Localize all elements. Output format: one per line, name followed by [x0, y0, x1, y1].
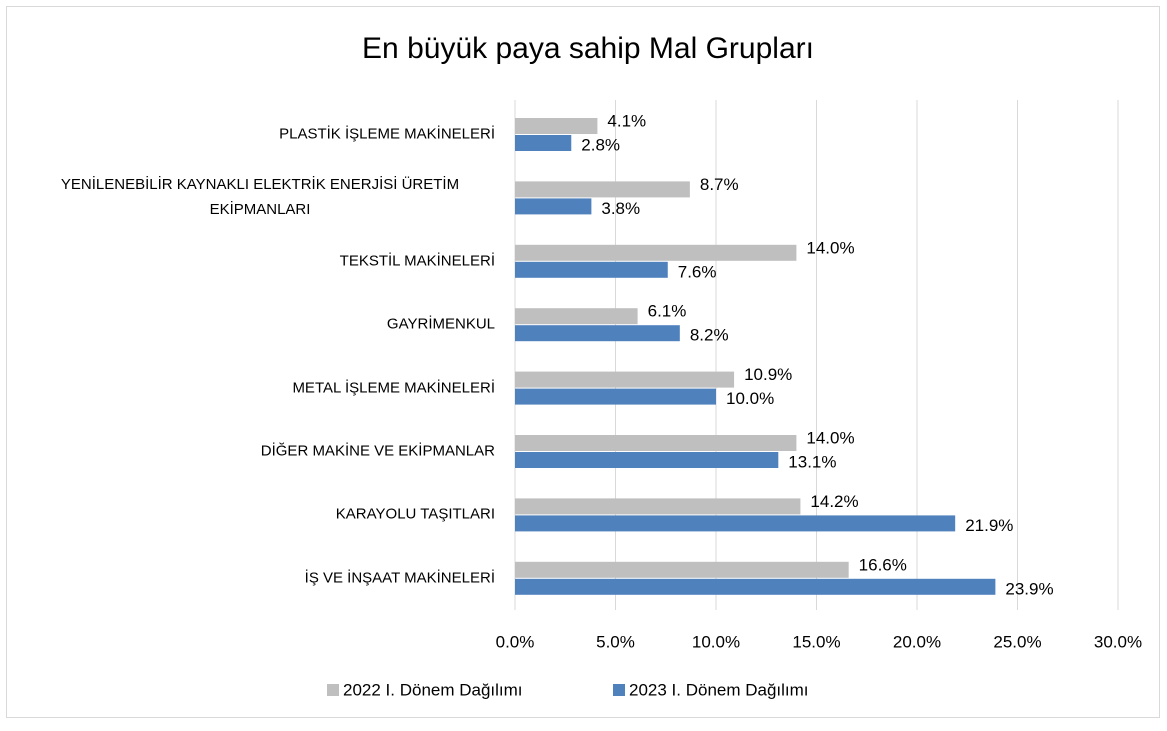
category-label: KARAYOLU TAŞITLARI — [335, 505, 495, 523]
legend-swatch — [327, 684, 339, 696]
legend-label: 2023 I. Dönem Dağılımı — [629, 680, 809, 699]
value-label: 13.1% — [788, 452, 836, 471]
bar — [515, 515, 956, 532]
bar — [515, 135, 572, 151]
value-label: 2.8% — [581, 135, 620, 154]
x-tick-label: 5.0% — [596, 632, 635, 651]
category-label: YENİLENEBİLİR KAYNAKLI ELEKTRİK ENERJİSİ… — [60, 176, 460, 219]
bar — [515, 578, 996, 595]
bar — [515, 181, 690, 198]
x-tick-label: 20.0% — [893, 632, 941, 651]
x-tick-label: 30.0% — [1094, 632, 1142, 651]
category-label: TEKSTİL MAKİNELERİ — [339, 252, 495, 270]
category-label: DİĞER MAKİNE VE EKİPMANLAR — [260, 442, 495, 460]
category-label: METAL İŞLEME MAKİNELERİ — [292, 379, 495, 397]
category-label: GAYRİMENKUL — [386, 315, 495, 333]
bar — [515, 118, 598, 134]
value-label: 23.9% — [1005, 579, 1053, 598]
x-tick-label: 10.0% — [692, 632, 740, 651]
bar — [515, 435, 797, 451]
value-label: 14.0% — [806, 238, 854, 257]
bar — [515, 452, 779, 468]
value-label: 3.8% — [601, 199, 640, 218]
bar — [515, 308, 638, 325]
value-label: 6.1% — [648, 302, 687, 321]
bar — [515, 261, 668, 278]
bar — [515, 325, 680, 342]
value-label: 8.7% — [700, 175, 739, 194]
value-label: 10.9% — [744, 365, 792, 384]
value-label: 16.6% — [859, 555, 907, 574]
legend-label: 2022 I. Dönem Dağılımı — [343, 680, 523, 699]
value-label: 4.1% — [607, 111, 646, 130]
value-label: 10.0% — [726, 389, 774, 408]
value-label: 8.2% — [690, 326, 729, 345]
value-label: 21.9% — [965, 516, 1013, 535]
bar — [515, 498, 801, 515]
bar — [515, 371, 735, 388]
x-tick-label: 25.0% — [993, 632, 1041, 651]
x-tick-label: 0.0% — [496, 632, 535, 651]
category-label: PLASTİK İŞLEME MAKİNELERİ — [279, 125, 495, 143]
chart-title: En büyük paya sahip Mal Grupları — [362, 32, 814, 65]
legend-swatch — [613, 684, 625, 696]
value-label: 7.6% — [678, 262, 717, 281]
value-label: 14.2% — [810, 492, 858, 511]
bar — [515, 388, 716, 405]
x-tick-label: 15.0% — [792, 632, 840, 651]
value-label: 14.0% — [806, 428, 854, 447]
chart-border — [6, 6, 1160, 718]
bar — [515, 561, 849, 578]
category-label: İŞ VE İNŞAAT MAKİNELERİ — [304, 569, 495, 587]
bar — [515, 198, 592, 215]
bar — [515, 244, 797, 261]
